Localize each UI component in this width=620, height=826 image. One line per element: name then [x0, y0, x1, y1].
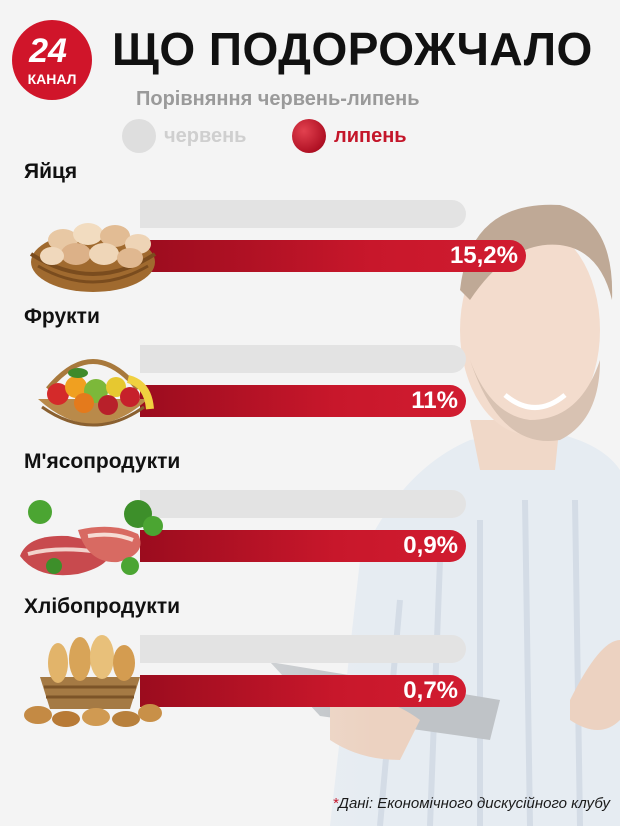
source-asterisk: *	[332, 795, 339, 812]
data-label: 11%	[411, 387, 458, 414]
legend-item-june: червень	[122, 118, 246, 154]
legend-swatch-june	[122, 119, 156, 153]
bar-june	[140, 635, 466, 663]
legend-label-july: липень	[334, 124, 407, 147]
category-row-eggs: 15,2% Яйця	[0, 160, 620, 300]
source-note: *Дані: Економічного дискусійного клубу	[333, 795, 610, 812]
category-label: Яйця	[24, 160, 78, 183]
category-label: М'ясопродукти	[24, 450, 181, 473]
bar-june	[140, 345, 466, 373]
24-kanal-logo: 24 КАНАЛ	[12, 20, 92, 100]
page-title: ЩО ПОДОРОЖЧАЛО	[112, 23, 593, 75]
category-row-bread: 0,7% Хлібопродукти	[0, 595, 620, 735]
data-label: 0,9%	[403, 532, 458, 559]
bar-july: 0,9%	[140, 530, 466, 562]
legend-item-july: липень	[292, 118, 407, 154]
source-text: Дані: Економічного дискусійного клубу	[338, 795, 610, 812]
meat-icon	[20, 500, 163, 576]
category-label: Хлібопродукти	[24, 595, 181, 618]
legend-label-june: червень	[164, 124, 247, 147]
bar-july: 15,2%	[140, 240, 526, 272]
bread-basket-icon	[24, 635, 162, 727]
data-label: 15,2%	[449, 242, 518, 269]
legend-swatch-july	[292, 119, 326, 153]
bar-june	[140, 200, 466, 228]
bar-july: 11%	[140, 385, 466, 417]
fruit-basket-icon	[38, 359, 154, 427]
data-label: 0,7%	[403, 677, 458, 704]
svg-text:КАНАЛ: КАНАЛ	[28, 71, 77, 87]
svg-text:24: 24	[28, 32, 67, 70]
bar-july: 0,7%	[140, 675, 466, 707]
bar-june	[140, 490, 466, 518]
egg-basket-icon	[29, 223, 157, 292]
chart-subtitle: Порівняння червень-липень	[136, 88, 420, 110]
category-label: Фрукти	[24, 305, 100, 328]
category-row-meat: 0,9% М'ясопродукти	[0, 450, 620, 590]
category-row-fruits: 11% Фрукти	[0, 305, 620, 445]
